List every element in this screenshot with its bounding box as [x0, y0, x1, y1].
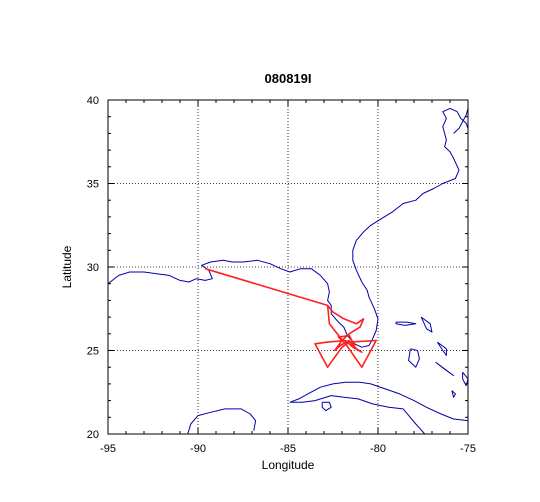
- coastline-long-island-bahamas: [462, 371, 468, 387]
- x-axis-label: Longitude: [262, 458, 315, 472]
- y-tick-label: 20: [87, 429, 99, 441]
- plot-title: 080819I: [265, 71, 312, 86]
- flight-track-layer: [204, 267, 378, 369]
- y-tick-label: 40: [87, 95, 99, 107]
- y-tick-labels: 20 25 30 35 40: [87, 95, 99, 441]
- coastline-yucatan-coast: [187, 408, 257, 434]
- coastline-delmarva-coast: [453, 101, 468, 134]
- flight-track-line: [204, 267, 378, 369]
- y-axis-label: Latitude: [60, 245, 74, 288]
- x-tick-label: -90: [190, 443, 206, 455]
- y-tick-label: 25: [87, 346, 99, 358]
- x-tick-label: -80: [370, 443, 386, 455]
- coastline-ragged-island: [451, 390, 456, 398]
- x-tick-labels: -95 -90 -85 -80 -75: [100, 443, 476, 455]
- coastline-layer: [108, 101, 468, 434]
- axis-ticks: [107, 99, 469, 435]
- coastline-grand-bahama: [395, 321, 417, 326]
- coastline-gulf-and-atlantic-coast: [108, 107, 468, 348]
- x-tick-label: -95: [100, 443, 116, 455]
- grid-lines: [108, 100, 468, 434]
- coastline-cuba-coast: [289, 381, 468, 434]
- y-tick-label: 30: [87, 262, 99, 274]
- x-tick-label: -75: [460, 443, 476, 455]
- coastline-isle-of-youth: [321, 401, 332, 412]
- coastline-eleuthera: [436, 341, 447, 356]
- x-tick-label: -85: [280, 443, 296, 455]
- coastline-exuma: [435, 361, 455, 377]
- coastline-andros: [408, 348, 420, 368]
- coastline-abaco: [420, 316, 433, 333]
- map-area: [108, 101, 468, 434]
- y-tick-label: 35: [87, 179, 99, 191]
